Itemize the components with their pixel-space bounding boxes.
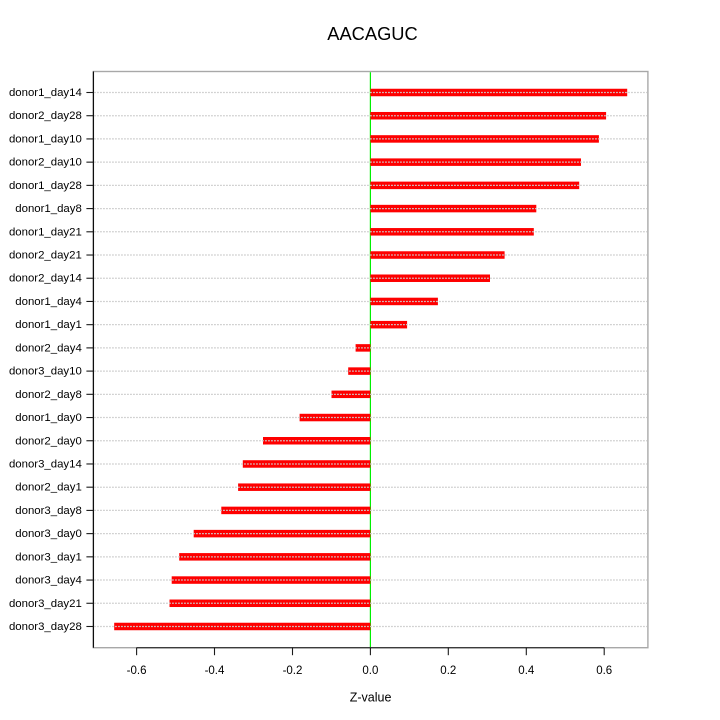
svg-text:AACAGUC: AACAGUC [327, 23, 417, 44]
svg-text:donor3_day10: donor3_day10 [9, 366, 82, 378]
svg-text:-0.4: -0.4 [205, 665, 225, 677]
svg-text:donor3_day1: donor3_day1 [15, 551, 82, 563]
svg-text:donor1_day4: donor1_day4 [15, 296, 82, 308]
svg-text:donor1_day8: donor1_day8 [15, 203, 82, 215]
svg-text:donor2_day4: donor2_day4 [15, 342, 82, 354]
svg-text:-0.2: -0.2 [283, 665, 303, 677]
svg-text:0.0: 0.0 [362, 665, 378, 677]
svg-text:donor1_day28: donor1_day28 [9, 180, 82, 192]
svg-text:donor2_day0: donor2_day0 [15, 435, 82, 447]
svg-text:donor2_day10: donor2_day10 [9, 157, 82, 169]
svg-text:0.2: 0.2 [440, 665, 456, 677]
svg-text:donor2_day1: donor2_day1 [15, 482, 82, 494]
svg-text:donor2_day8: donor2_day8 [15, 389, 82, 401]
svg-text:0.4: 0.4 [518, 665, 535, 677]
svg-text:donor3_day8: donor3_day8 [15, 505, 82, 517]
svg-text:Z-value: Z-value [350, 690, 392, 704]
svg-text:donor3_day14: donor3_day14 [9, 458, 82, 470]
svg-text:donor3_day21: donor3_day21 [9, 598, 82, 610]
svg-text:0.6: 0.6 [596, 665, 612, 677]
svg-text:-0.6: -0.6 [127, 665, 147, 677]
svg-text:donor1_day21: donor1_day21 [9, 226, 82, 238]
svg-text:donor1_day0: donor1_day0 [15, 412, 82, 424]
svg-text:donor1_day1: donor1_day1 [15, 319, 82, 331]
svg-text:donor3_day0: donor3_day0 [15, 528, 82, 540]
svg-text:donor1_day14: donor1_day14 [9, 87, 82, 99]
svg-text:donor3_day4: donor3_day4 [15, 575, 82, 587]
svg-text:donor3_day28: donor3_day28 [9, 621, 82, 633]
svg-text:donor2_day21: donor2_day21 [9, 250, 82, 262]
svg-text:donor2_day14: donor2_day14 [9, 273, 82, 285]
svg-text:donor1_day10: donor1_day10 [9, 133, 82, 145]
svg-text:donor2_day28: donor2_day28 [9, 110, 82, 122]
